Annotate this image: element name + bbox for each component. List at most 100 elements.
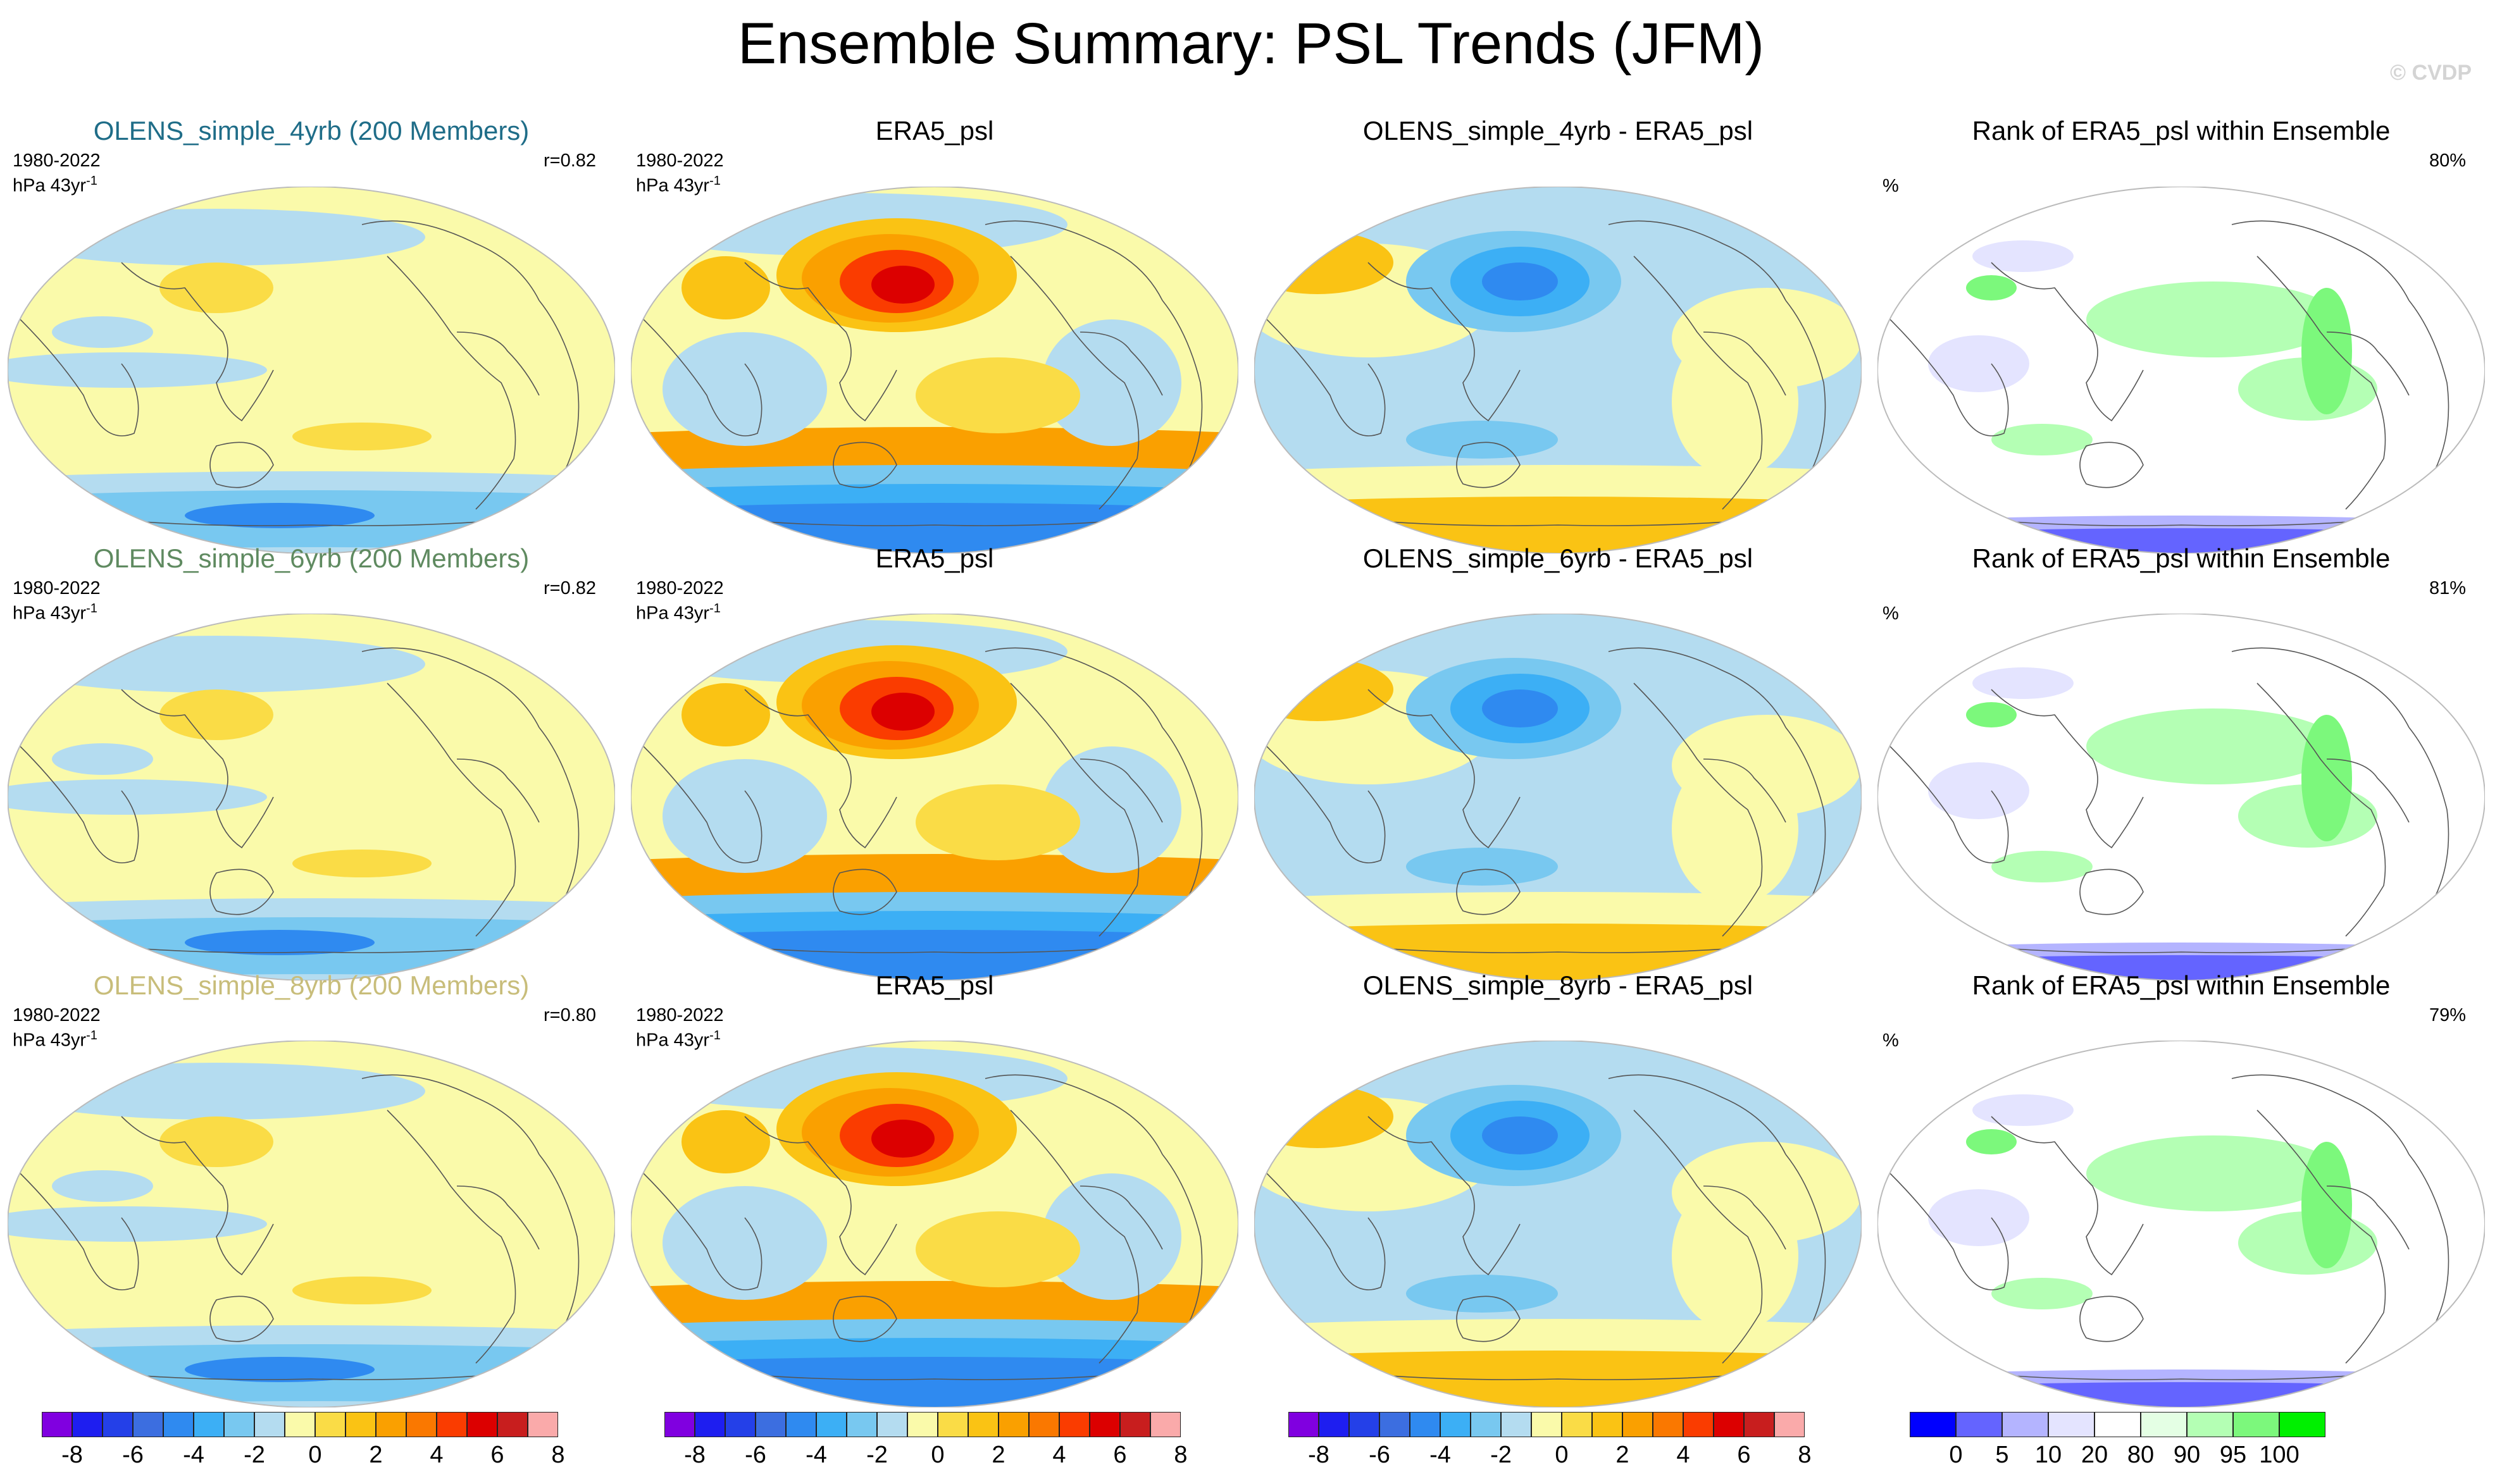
ensemble-map-panel	[6, 612, 616, 984]
units-exponent: -1	[709, 174, 721, 188]
coastline	[1991, 262, 2144, 422]
period-label: 1980-2022	[13, 578, 101, 598]
coastline	[1456, 869, 1521, 915]
east-negative	[1042, 319, 1181, 446]
coastline	[209, 869, 274, 915]
rank-unit: %	[1883, 1030, 1899, 1051]
trend-colorbar-diff-swatch	[1349, 1412, 1379, 1437]
rank-colorbar-label: 90	[2173, 1442, 2201, 1468]
rank-high	[1966, 275, 2017, 300]
south-positive	[292, 850, 432, 877]
obs-panel-title: ERA5_psl	[875, 543, 994, 573]
trend-colorbar-diff-label: 6	[1737, 1442, 1751, 1468]
units-exponent: -1	[709, 602, 721, 615]
rank-positive	[2086, 281, 2339, 357]
trend-colorbar-diff-label: 0	[1555, 1442, 1569, 1468]
trend-colorbar-ensemble-swatch	[133, 1412, 163, 1437]
arctic-negative	[8, 1063, 425, 1120]
period-label: 1980-2022	[636, 151, 724, 171]
trend-colorbar-ensemble-swatch	[528, 1412, 558, 1437]
obs-map-panel	[630, 1039, 1240, 1411]
trend-colorbar-obs-label: 2	[992, 1442, 1005, 1468]
diff-panel-title: OLENS_simple_4yrb - ERA5_psl	[1362, 116, 1753, 145]
coastline	[1162, 1154, 1203, 1326]
units-text: hPa 43yr	[636, 175, 710, 196]
coastline	[1633, 1110, 1763, 1364]
diff-panel-title: OLENS_simple_8yrb - ERA5_psl	[1362, 970, 1753, 1000]
coastline	[2256, 1110, 2386, 1364]
coastline	[1010, 683, 1140, 937]
trend-colorbar-diff-swatch	[1288, 1412, 1319, 1437]
rank-positive	[1991, 424, 2093, 455]
coastline	[643, 319, 762, 436]
period-label: 1980-2022	[13, 151, 101, 171]
rank-positive	[1991, 1278, 2093, 1309]
trend-colorbar-ensemble-label: 0	[308, 1442, 322, 1468]
trend-colorbar-obs-label: 0	[931, 1442, 945, 1468]
rank-map	[1876, 1039, 2486, 1409]
southern-ocean-band	[631, 1357, 1238, 1407]
trend-colorbar-ensemble-swatch	[345, 1412, 376, 1437]
trend-colorbar-diff-swatch	[1379, 1412, 1410, 1437]
coastline	[2326, 1185, 2410, 1250]
trend-colorbar-obs-swatch	[756, 1412, 786, 1437]
coastline	[20, 746, 139, 863]
trend-colorbar-ensemble-swatch	[42, 1412, 72, 1437]
rank-percent: 81%	[2429, 578, 2467, 598]
units-exponent: -1	[86, 602, 97, 615]
coastline	[1889, 319, 2009, 436]
trend-colorbar-ensemble-swatch	[285, 1412, 315, 1437]
coastline	[1991, 689, 2144, 849]
rank-map-panel	[1876, 1039, 2486, 1411]
pacific-min	[1482, 263, 1558, 300]
diff-panel-title: OLENS_simple_6yrb - ERA5_psl	[1362, 543, 1753, 573]
tropical-negative	[8, 352, 267, 388]
obs-map	[630, 1039, 1240, 1409]
trend-colorbar-obs-label: -2	[866, 1442, 888, 1468]
coastline	[744, 262, 897, 422]
trend-colorbar-diff-swatch	[1562, 1412, 1592, 1437]
trend-colorbar-ensemble-label: 8	[551, 1442, 565, 1468]
obs-map-panel	[630, 185, 1240, 557]
coastline	[1703, 1185, 1786, 1250]
pacific-min	[1482, 1116, 1558, 1154]
trend-colorbar-obs-swatch	[999, 1412, 1029, 1437]
trend-colorbar-ensemble-swatch	[103, 1412, 133, 1437]
trend-colorbar-diff-swatch	[1531, 1412, 1562, 1437]
units-exponent: -1	[86, 1029, 97, 1042]
ensemble-map	[6, 612, 616, 982]
coastline	[1608, 647, 1786, 728]
trend-colorbar-ensemble-swatch	[72, 1412, 103, 1437]
trend-colorbar-diff-label: 4	[1676, 1442, 1690, 1468]
trend-colorbar-obs-label: -6	[745, 1442, 766, 1468]
asia-positive	[682, 1110, 770, 1173]
trend-minimum	[185, 1357, 375, 1382]
coastline	[1785, 727, 1826, 899]
units-text: hPa 43yr	[13, 1030, 87, 1051]
coastline	[1633, 256, 1763, 510]
low-band	[52, 316, 153, 348]
trend-colorbar-obs-swatch	[1059, 1412, 1090, 1437]
units-text: hPa 43yr	[636, 1030, 710, 1051]
units-label: hPa 43yr-1	[636, 598, 721, 624]
ensemble-panel-title: OLENS_simple_6yrb (200 Members)	[93, 543, 530, 573]
coastline	[1266, 319, 1386, 436]
rank-map	[1876, 612, 2486, 982]
rank-low	[1972, 240, 2074, 272]
trend-colorbar-ensemble-label: 4	[430, 1442, 444, 1468]
trend-colorbar-ensemble-swatch	[254, 1412, 285, 1437]
trend-colorbar-ensemble-swatch	[497, 1412, 528, 1437]
trend-colorbar-diff-swatch	[1683, 1412, 1714, 1437]
trend-colorbar-diff-swatch	[1440, 1412, 1471, 1437]
trend-colorbar-obs-swatch	[695, 1412, 725, 1437]
coastline	[209, 1295, 274, 1342]
coastline	[1785, 1154, 1826, 1326]
rank-percent: 79%	[2429, 1005, 2467, 1025]
coastline	[2231, 647, 2410, 728]
rank-high	[1966, 1129, 2017, 1154]
coastline	[361, 220, 540, 301]
trend-colorbar-ensemble-label: 6	[490, 1442, 504, 1468]
coastline	[2408, 300, 2449, 472]
coastline	[456, 758, 540, 823]
trend-colorbar-diff-swatch	[1744, 1412, 1774, 1437]
